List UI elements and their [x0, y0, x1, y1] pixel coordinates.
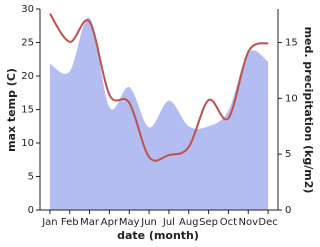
y-tick-label: 10 — [21, 138, 34, 149]
y-tick-label: 5 — [28, 172, 34, 183]
y-tick-label: 20 — [21, 71, 34, 82]
x-tick-label: Sep — [199, 217, 218, 228]
y-axis-title: max temp (C) — [5, 68, 18, 152]
y2-axis-title: med. precipitation (kg/m2) — [302, 27, 315, 194]
x-tick-label: Apr — [101, 217, 119, 228]
x-tick-label: Aug — [179, 217, 199, 228]
x-tick-label: Feb — [61, 217, 79, 228]
y-tick-label: 30 — [21, 4, 34, 15]
x-tick-label: Jan — [41, 217, 57, 228]
x-tick-label: Jul — [162, 217, 175, 228]
y2-tick-label: 10 — [285, 93, 298, 104]
x-axis-title: date (month) — [117, 229, 199, 242]
x-tick-label: Jun — [140, 217, 157, 228]
y-tick-label: 0 — [28, 205, 34, 216]
x-tick-label: Mar — [80, 217, 100, 228]
precipitation-area — [49, 17, 269, 210]
temperature-line — [49, 13, 269, 162]
x-tick-label: May — [119, 217, 140, 228]
x-tick-label: Nov — [238, 217, 258, 228]
y-tick-label: 15 — [21, 105, 34, 116]
x-tick-label: Oct — [220, 217, 237, 228]
y2-tick-label: 15 — [285, 38, 298, 49]
x-tick-label: Dec — [258, 217, 277, 228]
y-tick-label: 25 — [21, 38, 34, 49]
y2-tick-label: 0 — [285, 205, 291, 216]
y2-tick-label: 5 — [285, 149, 291, 160]
